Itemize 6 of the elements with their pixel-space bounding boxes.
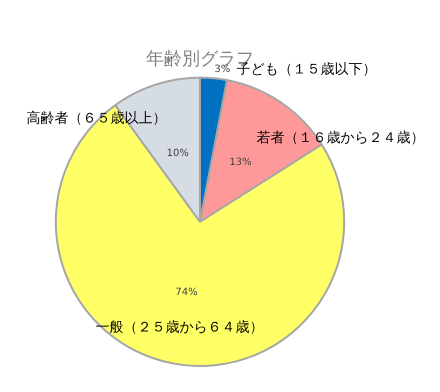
slice-label: 高齢者（６５歳以上） (26, 110, 167, 127)
data-label: 10% (166, 148, 189, 159)
data-label: 74% (175, 287, 198, 298)
slice-label: 若者（１６歳から２４歳） (256, 130, 425, 146)
data-label: 3% (214, 64, 230, 76)
data-label: 13% (229, 156, 252, 168)
